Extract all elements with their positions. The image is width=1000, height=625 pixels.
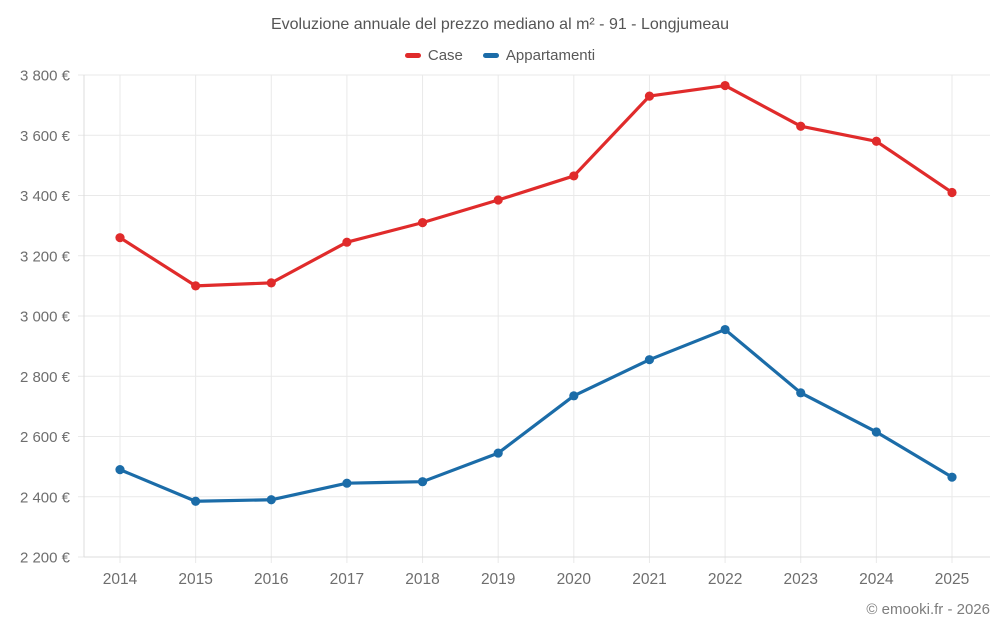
legend-swatch-appartamenti — [482, 53, 499, 58]
y-tick-label: 2 200 € — [20, 550, 71, 567]
y-tick-label: 2 600 € — [20, 429, 71, 446]
legend: Case Appartamenti — [0, 47, 1000, 64]
x-tick-label: 2014 — [103, 571, 138, 588]
y-tick-label: 3 000 € — [20, 309, 71, 326]
legend-label: Appartamenti — [505, 47, 596, 64]
data-point-appartamenti-2021[interactable] — [644, 355, 655, 365]
y-tick-label: 3 200 € — [20, 248, 71, 265]
data-point-case-2020[interactable] — [569, 171, 579, 181]
data-point-appartamenti-2014[interactable] — [115, 465, 125, 475]
legend-swatch-case — [404, 53, 421, 58]
data-point-case-2024[interactable] — [871, 136, 881, 146]
data-point-appartamenti-2024[interactable] — [871, 427, 881, 437]
x-tick-label: 2020 — [557, 571, 592, 588]
x-tick-label: 2016 — [254, 571, 288, 588]
x-tick-label: 2021 — [632, 571, 666, 588]
y-tick-label: 3 800 € — [20, 68, 71, 85]
data-point-appartamenti-2020[interactable] — [569, 391, 579, 401]
x-tick-label: 2025 — [935, 571, 969, 588]
data-point-case-2022[interactable] — [720, 80, 730, 91]
series-line-case — [118, 83, 954, 288]
x-tick-label: 2017 — [330, 571, 364, 588]
x-tick-label: 2024 — [859, 571, 894, 588]
x-tick-label: 2019 — [481, 571, 515, 588]
data-point-case-2018[interactable] — [417, 218, 428, 228]
data-point-appartamenti-2025[interactable] — [947, 472, 957, 482]
legend-item-case[interactable]: Case — [404, 47, 463, 64]
y-tick-label: 3 600 € — [20, 128, 71, 145]
x-tick-label: 2022 — [708, 571, 742, 588]
data-point-case-2015[interactable] — [191, 281, 201, 291]
legend-item-appartamenti[interactable]: Appartamenti — [482, 47, 596, 64]
data-point-case-2016[interactable] — [266, 278, 276, 288]
data-point-case-2021[interactable] — [644, 91, 655, 101]
data-point-appartamenti-2016[interactable] — [266, 495, 276, 505]
legend-label: Case — [427, 47, 463, 64]
data-point-appartamenti-2019[interactable] — [493, 448, 503, 458]
data-point-case-2023[interactable] — [796, 121, 806, 131]
y-tick-label: 3 400 € — [20, 188, 71, 205]
data-point-case-2017[interactable] — [342, 237, 352, 247]
x-tick-label: 2018 — [405, 571, 439, 588]
data-point-appartamenti-2018[interactable] — [417, 477, 428, 487]
x-tick-label: 2023 — [783, 571, 817, 588]
y-tick-label: 2 800 € — [20, 369, 71, 386]
data-point-case-2019[interactable] — [493, 195, 503, 205]
credit-text: © emooki.fr - 2026 — [866, 601, 990, 618]
y-tick-label: 2 400 € — [20, 489, 71, 506]
data-point-appartamenti-2022[interactable] — [720, 324, 730, 335]
data-point-appartamenti-2023[interactable] — [796, 388, 806, 398]
data-point-case-2025[interactable] — [947, 187, 957, 198]
series-line-appartamenti — [118, 327, 954, 503]
chart-title: Evoluzione annuale del prezzo mediano al… — [270, 16, 730, 33]
data-point-appartamenti-2017[interactable] — [342, 478, 352, 488]
x-tick-label: 2015 — [178, 571, 212, 588]
data-point-appartamenti-2015[interactable] — [191, 496, 201, 506]
data-point-case-2014[interactable] — [115, 233, 125, 243]
